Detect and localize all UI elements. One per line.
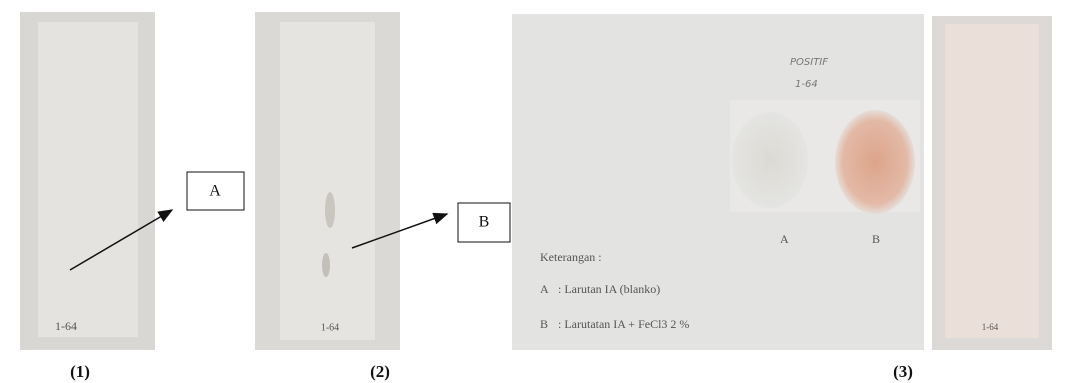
caption: (3) xyxy=(893,362,913,381)
plate-label: 1-64 xyxy=(321,322,339,333)
box-label: B xyxy=(479,214,490,231)
spot-label: A xyxy=(780,232,789,246)
plate-label: 1-64 xyxy=(982,322,999,332)
spot-b xyxy=(835,110,915,214)
legend-title: Keterangan : xyxy=(540,250,602,264)
plate xyxy=(38,22,138,337)
plate xyxy=(945,24,1039,338)
legend-key: A xyxy=(540,282,549,296)
spot xyxy=(325,192,335,228)
spot-label: B xyxy=(872,232,880,246)
box-label: A xyxy=(209,183,221,200)
plate xyxy=(280,22,375,340)
handwriting: POSITIF xyxy=(790,57,828,68)
caption: (1) xyxy=(70,362,90,381)
legend-key: B xyxy=(540,317,548,331)
legend-text: : Larutatan IA + FeCl3 2 % xyxy=(558,317,689,331)
caption: (2) xyxy=(370,362,390,381)
spot xyxy=(322,253,330,277)
plate-label: 1-64 xyxy=(55,319,77,333)
spot-a xyxy=(732,112,808,208)
handwriting: 1-64 xyxy=(795,79,818,90)
legend-text: : Larutan IA (blanko) xyxy=(558,282,660,296)
figure: 1-64 A (1) 1-64 B (2) POSITIF 1-64 A B K… xyxy=(0,0,1068,383)
